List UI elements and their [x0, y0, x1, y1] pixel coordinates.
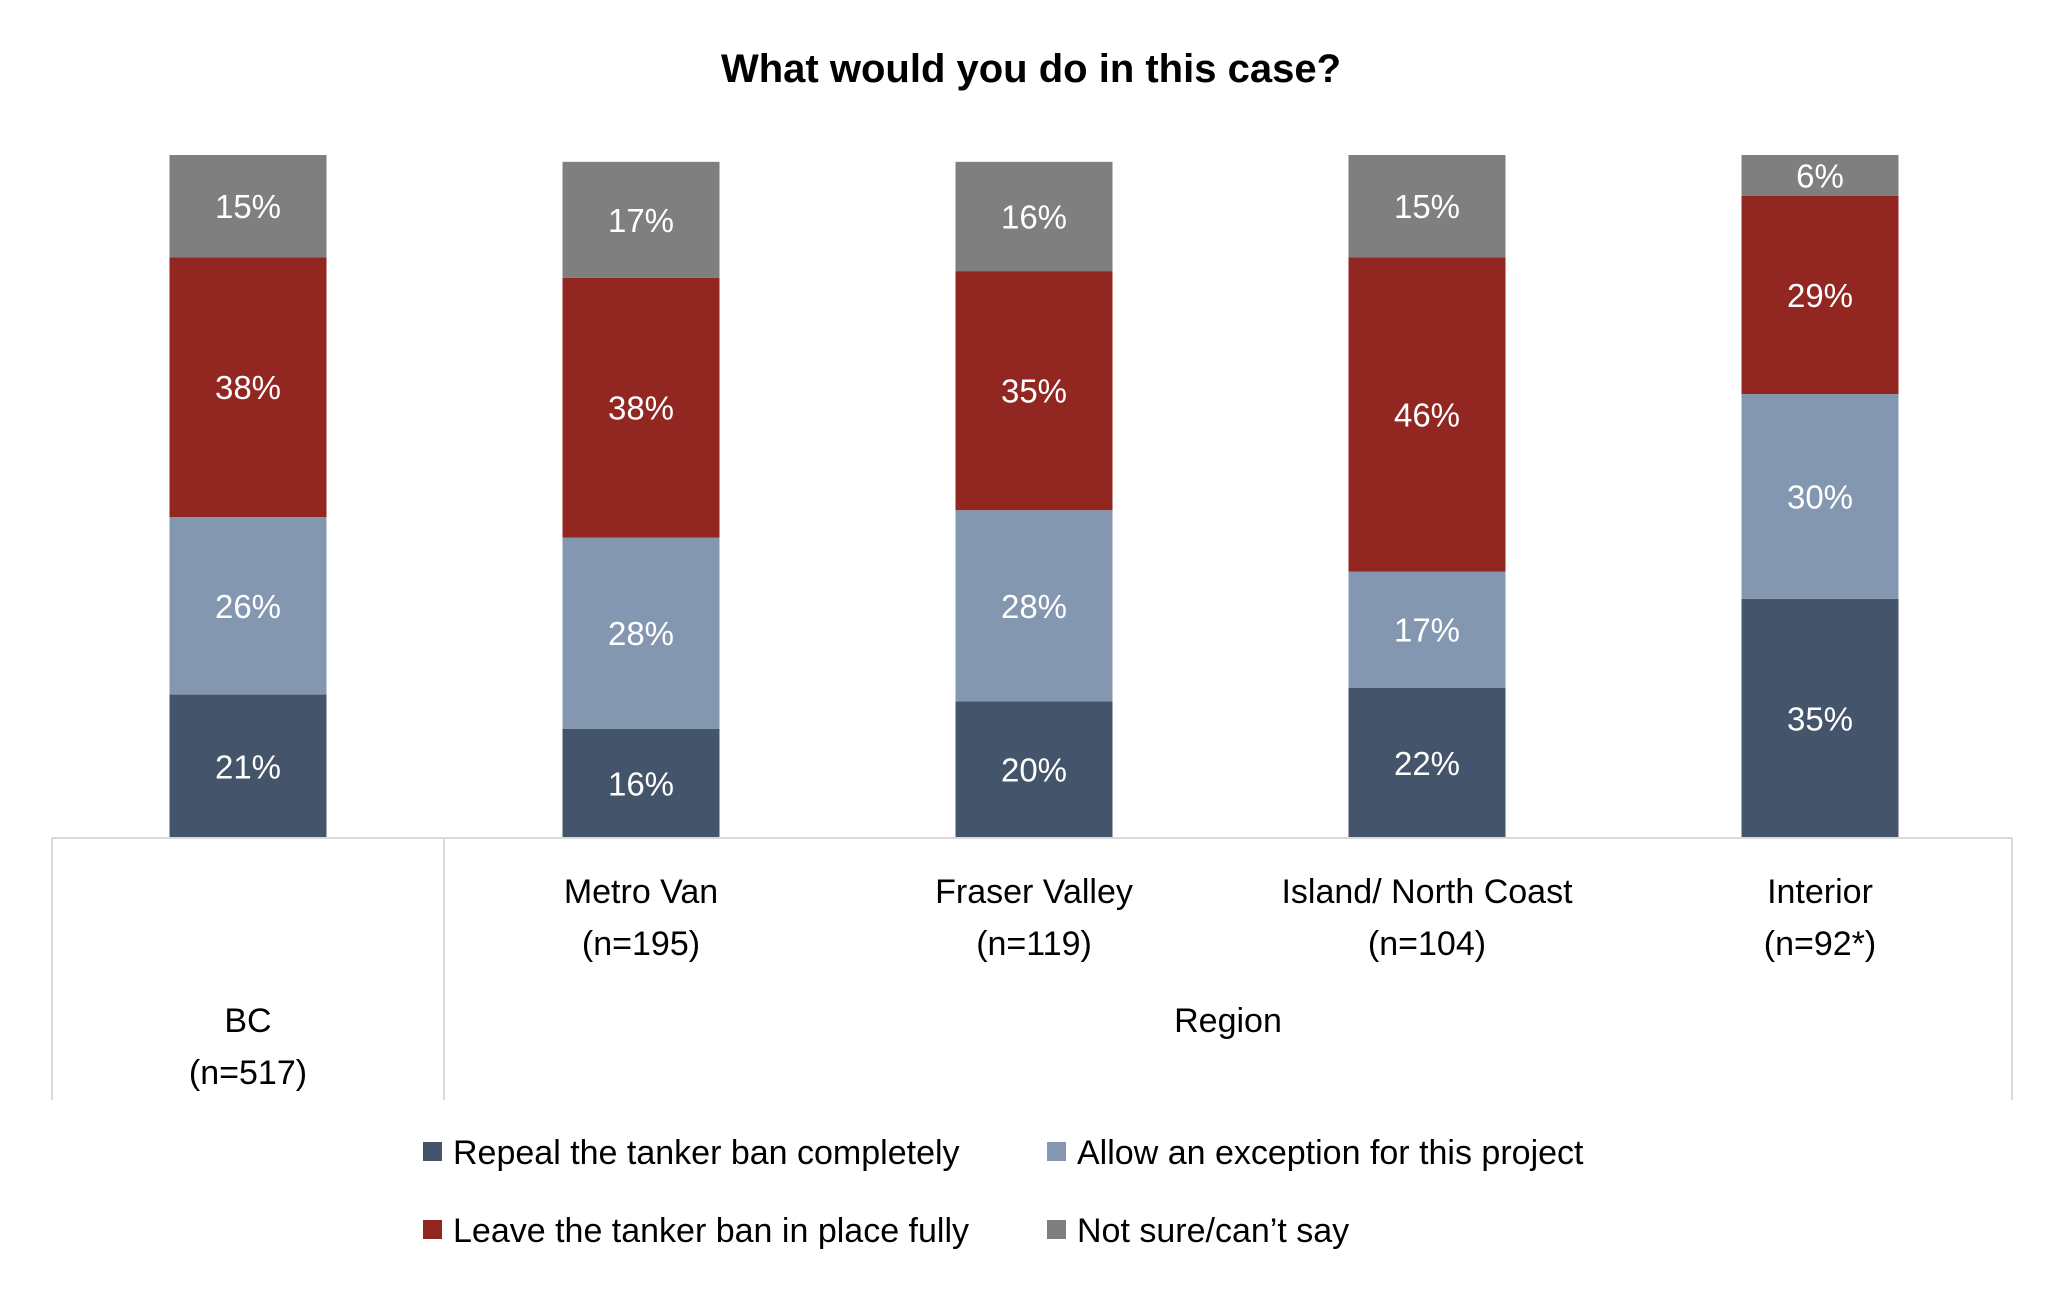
data-label: 35%	[1787, 700, 1853, 737]
bar-segment	[1348, 257, 1506, 572]
data-label: 29%	[1787, 277, 1853, 314]
data-label: 17%	[1394, 612, 1460, 649]
data-label: 20%	[1001, 752, 1067, 789]
bar-segment	[169, 516, 327, 695]
data-label: 16%	[608, 765, 674, 802]
category-n-label: (n=92*)	[1764, 925, 1876, 963]
legend-swatch	[1047, 1220, 1066, 1239]
category-label: Island/ North Coast	[1281, 873, 1573, 911]
group-label: Region	[1174, 1002, 1282, 1040]
category-n-label: (n=104)	[1368, 925, 1486, 963]
data-label: 6%	[1796, 157, 1844, 194]
bar-segment	[1348, 687, 1506, 838]
category-n-label: (n=195)	[582, 925, 700, 963]
category-axis: BC (n=517) Metro Van (n=195) Fraser Valley (n…	[51, 837, 2013, 1100]
category-label: Metro Van	[564, 873, 718, 911]
legend-label: Leave the tanker ban in place fully	[453, 1212, 969, 1250]
data-label: 26%	[215, 588, 281, 625]
data-label: 15%	[1394, 188, 1460, 225]
data-label: 22%	[1394, 745, 1460, 782]
data-label: 17%	[608, 202, 674, 239]
bar-segment	[1348, 155, 1506, 258]
bar-segment	[169, 155, 327, 258]
legend-swatch	[423, 1220, 442, 1239]
category-label: Fraser Valley	[935, 873, 1133, 911]
data-label: 15%	[215, 188, 281, 225]
bar-segment	[169, 257, 327, 517]
category-label: Interior	[1767, 873, 1873, 911]
bar-segment	[562, 537, 720, 729]
bars-group: 21% 26% 38% 15% 16% 28% 38% 17% 20% 28% 35% 16% 22% 1…	[169, 155, 1899, 838]
legend-swatch	[423, 1142, 442, 1161]
data-label: 30%	[1787, 479, 1853, 516]
category-label: BC	[224, 1002, 271, 1040]
bar-segment	[1741, 598, 1899, 838]
data-label: 16%	[1001, 198, 1067, 235]
bar-segment	[562, 277, 720, 538]
bar-segment	[955, 701, 1113, 838]
bar-segment	[169, 694, 327, 838]
data-label: 28%	[1001, 588, 1067, 625]
bar-segment	[1741, 195, 1899, 395]
data-label: 38%	[608, 390, 674, 427]
category-n-label: (n=517)	[189, 1054, 307, 1092]
data-label: 35%	[1001, 373, 1067, 410]
chart-title: What would you do in this case?	[721, 47, 1341, 91]
legend-swatch	[1047, 1142, 1066, 1161]
legend-label: Not sure/can’t say	[1077, 1212, 1349, 1250]
bar-segment	[1741, 394, 1899, 599]
data-label: 38%	[215, 369, 281, 406]
bar-segment	[1741, 155, 1899, 196]
data-label: 46%	[1394, 397, 1460, 434]
data-label: 21%	[215, 748, 281, 785]
legend-label: Allow an exception for this project	[1077, 1134, 1584, 1172]
bar-segment	[1348, 571, 1506, 688]
legend: Repeal the tanker ban completely Allow an…	[423, 1134, 1584, 1250]
bar-segment	[955, 271, 1113, 511]
bar-segment	[955, 510, 1113, 702]
bar-segment	[955, 161, 1113, 272]
legend-label: Repeal the tanker ban completely	[453, 1134, 960, 1172]
data-label: 28%	[608, 615, 674, 652]
category-n-label: (n=119)	[976, 925, 1092, 963]
bar-segment	[562, 161, 720, 278]
bar-segment	[562, 728, 720, 838]
